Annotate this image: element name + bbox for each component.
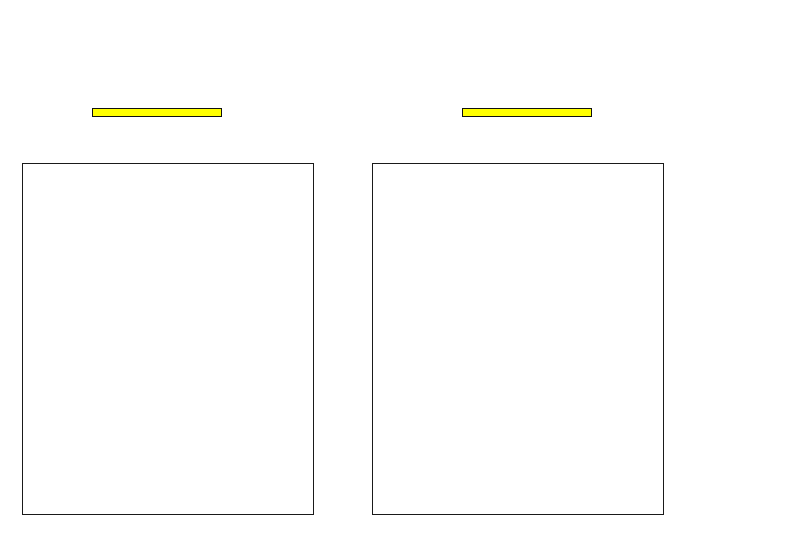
rainfall-map-day1	[22, 163, 314, 515]
date-label-day1	[92, 108, 222, 117]
rainfall-map-day2	[372, 163, 664, 515]
rainfall-heatmap-canvas-day1	[23, 164, 313, 514]
forecast-panel-day2	[372, 163, 664, 515]
date-label-day2	[462, 108, 592, 117]
legend	[672, 108, 800, 112]
forecast-panel-day1	[22, 163, 314, 515]
rainfall-heatmap-canvas-day2	[373, 164, 663, 514]
